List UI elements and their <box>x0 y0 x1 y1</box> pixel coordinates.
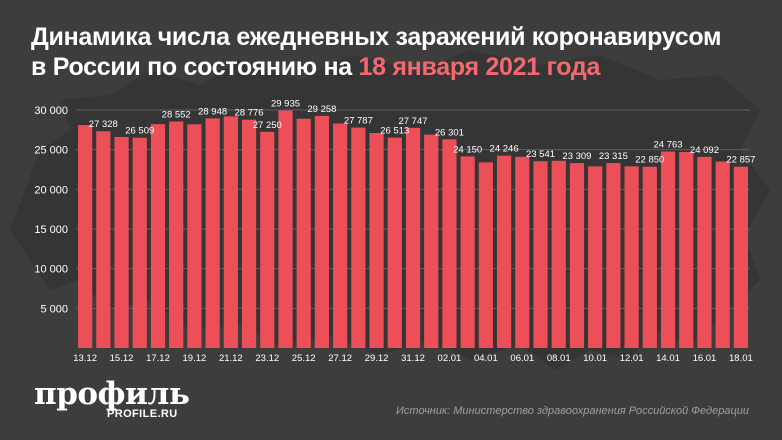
x-axis-ticks: 13.12 15.12 17.12 19.12 21.12 23.12 25.12 27.12… <box>73 353 753 364</box>
y-tick-label: 15 000 <box>34 224 68 236</box>
x-tick-label: 18.01 <box>729 353 753 364</box>
profile-logo-subtitle: PROFILE.RU <box>107 408 178 420</box>
bar <box>715 161 730 348</box>
x-tick-label: 27.12 <box>328 353 352 364</box>
bar <box>733 166 748 348</box>
data-label: 26 301 <box>435 127 464 138</box>
x-tick-label: 16.01 <box>693 353 717 364</box>
data-label: 27 787 <box>344 116 373 127</box>
data-label: 27 747 <box>398 116 427 127</box>
source-note: Источник: Министерство здравоохранения Р… <box>396 405 749 417</box>
x-tick-label: 29.12 <box>365 353 389 364</box>
bar <box>679 152 694 348</box>
data-label: 29 258 <box>307 104 336 115</box>
y-tick-label: 10 000 <box>34 264 68 276</box>
data-label: 23 541 <box>526 149 555 160</box>
y-tick-label: 5 000 <box>40 303 68 315</box>
bar <box>424 134 439 348</box>
x-tick-label: 10.01 <box>583 353 607 364</box>
bar <box>150 124 166 348</box>
title-line-1: Динамика числа ежедневных заражений коро… <box>31 23 722 51</box>
x-tick-label: 06.01 <box>510 353 534 364</box>
y-axis-ticks: 5 000 10 000 15 000 20 000 25 000 30 000 <box>34 105 68 315</box>
bar <box>333 123 348 348</box>
bar <box>551 160 566 348</box>
title-date: 18 января 2021 года <box>358 53 601 81</box>
bar <box>442 139 457 348</box>
data-label: 27 328 <box>89 119 118 130</box>
x-tick-label: 31.12 <box>401 353 425 364</box>
bar <box>96 131 111 348</box>
bar <box>296 118 311 348</box>
data-label: 23 315 <box>599 151 628 162</box>
data-label: 22 850 <box>635 155 664 166</box>
bar <box>278 110 293 349</box>
title-line-2: в России по состоянию на 18 января 2021 … <box>31 52 771 82</box>
bar <box>78 125 93 348</box>
bar <box>260 131 275 348</box>
x-tick-label: 04.01 <box>474 353 498 364</box>
bar <box>205 118 220 349</box>
profile-logo: профиль <box>34 376 190 412</box>
x-tick-label: 13.12 <box>73 353 97 364</box>
bar <box>515 156 530 348</box>
bar <box>460 156 475 348</box>
data-label: 28 776 <box>235 108 264 119</box>
data-label: 24 246 <box>490 144 519 155</box>
y-tick-label: 30 000 <box>34 105 68 117</box>
x-tick-label: 19.12 <box>183 353 207 364</box>
x-tick-label: 21.12 <box>219 353 243 364</box>
data-label: 27 250 <box>253 120 282 131</box>
bar <box>314 115 330 348</box>
bar <box>114 136 129 348</box>
data-label: 22 857 <box>726 155 755 166</box>
x-tick-label: 25.12 <box>292 353 316 364</box>
data-label: 29 935 <box>271 99 300 110</box>
bar <box>169 121 184 349</box>
bar <box>496 155 512 348</box>
x-tick-label: 15.12 <box>110 353 134 364</box>
chart-title: Динамика числа ежедневных заражений коро… <box>31 22 771 82</box>
bar <box>132 137 147 348</box>
data-label: 24 763 <box>653 140 682 151</box>
x-tick-label: 08.01 <box>547 353 571 364</box>
bar <box>223 116 238 348</box>
bar <box>606 163 621 348</box>
data-label: 28 948 <box>198 106 227 117</box>
data-label: 24 092 <box>690 145 719 156</box>
y-tick-label: 25 000 <box>34 145 68 157</box>
bar <box>478 162 493 348</box>
bar <box>642 166 657 348</box>
data-label: 28 552 <box>162 109 191 120</box>
bar <box>569 163 585 348</box>
x-tick-label: 12.01 <box>620 353 644 364</box>
data-label: 26 513 <box>380 126 409 137</box>
x-tick-label: 17.12 <box>146 353 170 364</box>
bar <box>588 166 603 348</box>
x-tick-label: 23.12 <box>255 353 279 364</box>
bar <box>187 124 202 348</box>
data-label: 24 150 <box>453 144 482 155</box>
x-tick-label: 02.01 <box>438 353 462 364</box>
bar <box>697 156 712 348</box>
bar <box>351 127 366 349</box>
data-label: 23 309 <box>562 151 591 162</box>
title-prefix: в России по состоянию на <box>31 53 359 81</box>
bar <box>660 151 676 348</box>
bar <box>624 166 639 348</box>
bars <box>78 110 748 349</box>
bar <box>387 137 402 348</box>
y-tick-label: 20 000 <box>34 184 68 196</box>
bar <box>369 133 384 348</box>
x-tick-label: 14.01 <box>656 353 680 364</box>
bar <box>533 161 548 348</box>
bar <box>241 119 257 348</box>
data-label: 26 509 <box>125 126 154 137</box>
bar <box>405 127 421 348</box>
